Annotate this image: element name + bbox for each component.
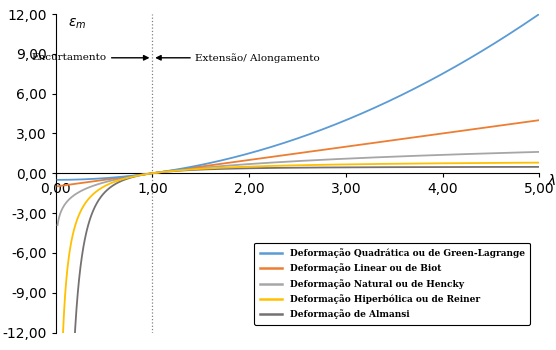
Text: Encurtamento: Encurtamento <box>32 53 107 62</box>
Text: Extensão/ Alongamento: Extensão/ Alongamento <box>195 53 320 63</box>
Legend: Deformação Quadrática ou de Green-Lagrange, Deformação Linear ou de Biot, Deform: Deformação Quadrática ou de Green-Lagran… <box>254 243 530 325</box>
Text: $\lambda$: $\lambda$ <box>547 173 556 188</box>
Text: $\varepsilon_m$: $\varepsilon_m$ <box>68 17 87 31</box>
